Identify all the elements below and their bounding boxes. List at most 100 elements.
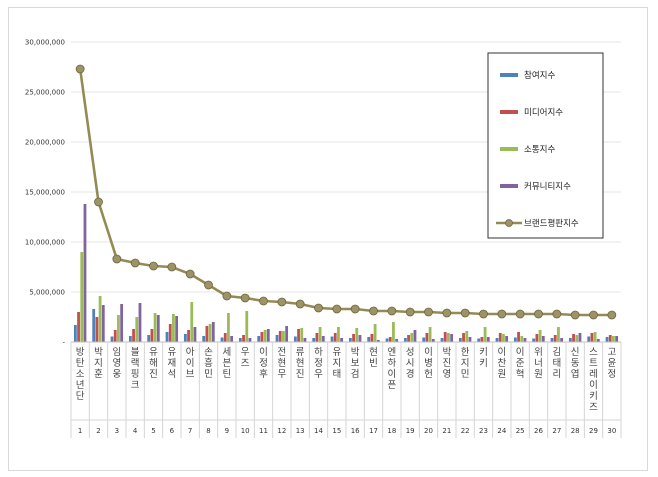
y-tick-label: 15,000,000 xyxy=(25,189,65,197)
x-category-label: 진 xyxy=(296,369,305,380)
x-category-label: 이 xyxy=(516,347,525,358)
bar xyxy=(413,330,417,342)
y-tick-label: 10,000,000 xyxy=(25,239,65,247)
bar xyxy=(263,330,267,342)
x-category-label: 스 xyxy=(589,347,598,358)
bar xyxy=(248,338,252,342)
bar xyxy=(486,337,490,342)
bar xyxy=(355,328,359,342)
bar xyxy=(150,329,154,342)
legend-label: 커뮤니티지수 xyxy=(524,181,571,192)
x-category-label: 엽 xyxy=(571,369,580,380)
bar xyxy=(605,337,609,342)
x-category-label: 븐 xyxy=(222,358,231,369)
x-category-label: 영 xyxy=(442,369,451,380)
bar xyxy=(110,336,114,342)
x-category-label: 단 xyxy=(76,391,85,402)
bar xyxy=(458,338,462,342)
x-category-label: 이 xyxy=(387,369,396,380)
bar xyxy=(422,337,426,342)
bar xyxy=(462,333,465,342)
x-category-label: 지 xyxy=(332,358,341,369)
x-category-label: 즈 xyxy=(589,402,598,413)
x-category-label: 진 xyxy=(442,358,451,369)
bar xyxy=(138,303,142,342)
x-rank-label: 5 xyxy=(151,427,155,435)
bar xyxy=(407,335,410,342)
x-category-label: 민 xyxy=(461,369,470,380)
bar xyxy=(340,338,344,342)
bar xyxy=(175,316,179,342)
bar xyxy=(321,336,325,342)
x-category-label: 우 xyxy=(241,347,250,358)
bars xyxy=(73,204,619,342)
brand-index-marker xyxy=(589,310,598,320)
x-rank-label: 7 xyxy=(188,427,192,435)
x-category-label: 태 xyxy=(332,369,341,380)
x-rank-label: 27 xyxy=(552,427,561,435)
x-category-label: 원 xyxy=(534,369,543,380)
x-category-label: 고 xyxy=(607,347,616,358)
bar xyxy=(303,338,307,342)
bar xyxy=(513,337,517,342)
brand-index-marker xyxy=(277,297,287,307)
x-rank-label: 19 xyxy=(406,427,415,435)
bar xyxy=(190,302,194,342)
x-category-label: 틴 xyxy=(222,369,231,380)
x-category-label: 박 xyxy=(351,347,360,358)
bar xyxy=(608,335,612,342)
x-category-label: 이 xyxy=(589,380,598,391)
x-category-label: 년 xyxy=(76,380,85,391)
x-rank-label: 8 xyxy=(206,427,210,435)
x-rank-label: 17 xyxy=(369,427,378,435)
bar xyxy=(315,333,319,342)
legend-label: 브랜드평판지수 xyxy=(524,218,579,229)
x-rank-label: 10 xyxy=(241,427,250,435)
x-category-label: 동 xyxy=(571,358,580,369)
x-category-label: 혁 xyxy=(516,369,525,380)
brand-index-marker xyxy=(185,269,195,279)
x-category-label: 정 xyxy=(314,358,323,369)
bar xyxy=(376,340,380,342)
x-category-label: 현 xyxy=(296,358,305,369)
brand-index-marker xyxy=(222,291,232,301)
x-category-label: 너 xyxy=(534,358,543,369)
x-category-label: 빈 xyxy=(369,358,378,369)
bar xyxy=(578,333,582,342)
bar xyxy=(293,336,297,342)
y-tick-label: 30,000,000 xyxy=(25,39,65,47)
bar xyxy=(447,333,450,342)
brand-index-marker xyxy=(387,306,397,316)
x-category-label: 이 xyxy=(424,347,433,358)
x-category-label: 헌 xyxy=(424,369,433,380)
bar xyxy=(502,334,505,342)
bar xyxy=(480,337,484,342)
bar xyxy=(135,317,139,342)
bar xyxy=(187,330,190,342)
x-axis xyxy=(70,341,622,438)
bar xyxy=(220,337,224,342)
bar xyxy=(98,296,102,342)
gridlines xyxy=(71,41,621,293)
x-category-label: 정 xyxy=(607,369,616,380)
bar xyxy=(560,338,564,342)
bar xyxy=(572,334,575,342)
bar xyxy=(208,324,212,342)
legend-swatch xyxy=(500,147,518,151)
brand-index-marker xyxy=(240,293,250,303)
x-category-label: 키 xyxy=(479,347,488,358)
x-category-label: 병 xyxy=(424,358,433,369)
bar xyxy=(392,322,395,342)
bar xyxy=(297,329,300,342)
bar xyxy=(523,338,527,342)
x-rank-label: 11 xyxy=(259,427,268,435)
bar xyxy=(330,336,334,342)
bar xyxy=(395,339,399,342)
bar xyxy=(128,336,132,342)
x-category-label: 성 xyxy=(406,347,415,358)
x-category-label: 찬 xyxy=(497,358,506,369)
bar xyxy=(428,327,432,342)
legend-label: 참여지수 xyxy=(524,70,555,81)
bar xyxy=(517,332,520,342)
brand-index-marker xyxy=(332,304,342,314)
